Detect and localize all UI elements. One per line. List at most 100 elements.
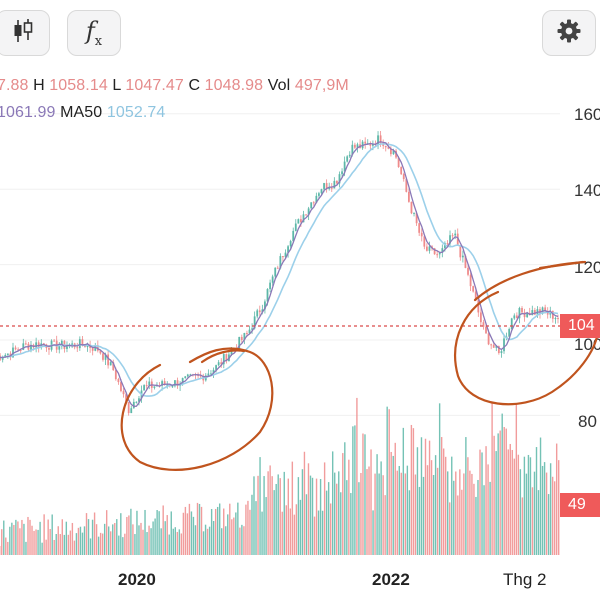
candlestick-type-button[interactable] xyxy=(0,10,50,56)
volume-bar xyxy=(273,490,275,555)
volume-bar xyxy=(87,519,90,555)
candle-body xyxy=(364,141,367,144)
volume-bar xyxy=(9,526,11,555)
candle-body xyxy=(238,336,241,350)
candle-body xyxy=(413,212,415,214)
volume-bar xyxy=(184,506,187,555)
volume-bar xyxy=(527,454,530,555)
volume-bar xyxy=(13,524,15,555)
volume-bar xyxy=(477,479,479,555)
volume-bar xyxy=(253,476,255,555)
volume-bar xyxy=(251,494,253,555)
volume-bar xyxy=(505,428,507,555)
candle-body xyxy=(287,246,289,253)
volume-bar xyxy=(261,511,263,555)
volume-bar xyxy=(497,433,499,555)
volume-bar xyxy=(271,476,273,555)
volume-bar xyxy=(430,460,433,555)
volume-bar xyxy=(370,449,372,555)
candle-body xyxy=(526,313,529,318)
candle-body xyxy=(348,154,351,157)
volume-bar xyxy=(525,473,528,555)
candle-body xyxy=(109,362,112,366)
volume-bar xyxy=(414,474,417,555)
volume-bar xyxy=(344,442,346,555)
candle-body xyxy=(24,343,27,345)
volume-bar xyxy=(168,534,170,555)
price-tick-80: 80 xyxy=(578,412,597,431)
volume-bar xyxy=(198,503,201,555)
candle-body xyxy=(379,135,382,144)
candle-body xyxy=(253,316,256,329)
candle-body xyxy=(410,201,413,214)
volume-bar xyxy=(459,469,461,555)
candle-body xyxy=(433,248,436,255)
volume-bar xyxy=(180,533,183,555)
volume-bar xyxy=(89,538,92,555)
volume-bar xyxy=(360,472,362,555)
volume-bar xyxy=(299,499,302,555)
candle-body xyxy=(533,310,536,315)
low-value: 1047.47 xyxy=(125,77,184,94)
volume-bar xyxy=(418,486,421,555)
candle-body xyxy=(441,248,444,253)
vol-value: 497,9M xyxy=(294,77,349,94)
volume-bar xyxy=(348,459,350,555)
candle-body xyxy=(482,322,485,327)
volume-bar xyxy=(404,473,407,555)
volume-bar xyxy=(558,460,560,555)
volume-bar xyxy=(152,521,154,555)
candle-body xyxy=(189,374,192,376)
candle-body xyxy=(166,384,169,386)
volume-bar xyxy=(406,465,409,555)
volume-bar xyxy=(491,403,493,555)
candle-body xyxy=(35,342,38,348)
candle-body xyxy=(436,254,439,256)
candle-body xyxy=(446,243,449,245)
candle-body xyxy=(132,401,135,409)
candle-body xyxy=(513,315,516,319)
volume-bar xyxy=(49,529,51,555)
candle-body xyxy=(94,345,97,351)
volume-bar xyxy=(531,487,534,555)
candle-body xyxy=(127,402,130,414)
candle-body xyxy=(325,183,328,189)
close-value: 1048.98 xyxy=(204,77,264,94)
candle-body xyxy=(117,379,120,383)
candle-body xyxy=(256,310,259,317)
volume-bar xyxy=(124,533,126,555)
candle-body xyxy=(215,365,217,370)
high-value: 1058.14 xyxy=(49,77,108,94)
candle-body xyxy=(305,214,307,216)
volume-bar xyxy=(481,452,483,555)
volume-bar xyxy=(75,533,78,555)
annotation-circle-2020 xyxy=(120,347,274,471)
settings-button[interactable] xyxy=(542,10,596,56)
indicators-button[interactable]: fx xyxy=(67,10,121,56)
candle-body xyxy=(351,144,354,155)
volume-bar xyxy=(352,426,354,555)
candle-body xyxy=(336,180,338,184)
candle-body xyxy=(469,274,472,287)
volume-bar xyxy=(55,534,57,555)
candle-body xyxy=(266,289,269,302)
volume-bar xyxy=(483,485,485,555)
volume-bar xyxy=(103,523,106,555)
candle-body xyxy=(341,171,343,175)
candle-body xyxy=(377,135,379,146)
volume-bar xyxy=(95,524,98,555)
candle-body xyxy=(261,309,264,313)
volume-bar xyxy=(386,406,388,555)
ma-legend: 1061.99 MA50 1052.74 xyxy=(0,104,165,122)
volume-bar xyxy=(25,541,27,555)
current-volume-tag: 49 xyxy=(560,493,600,517)
volume-bar xyxy=(317,510,320,555)
volume-bar xyxy=(285,505,287,555)
time-label-thg2: Thg 2 xyxy=(503,570,546,589)
volume-bar xyxy=(162,505,164,555)
volume-bar xyxy=(91,519,94,555)
volume-bar xyxy=(545,472,548,555)
volume-bar xyxy=(83,526,86,555)
volume-bar xyxy=(150,528,152,555)
